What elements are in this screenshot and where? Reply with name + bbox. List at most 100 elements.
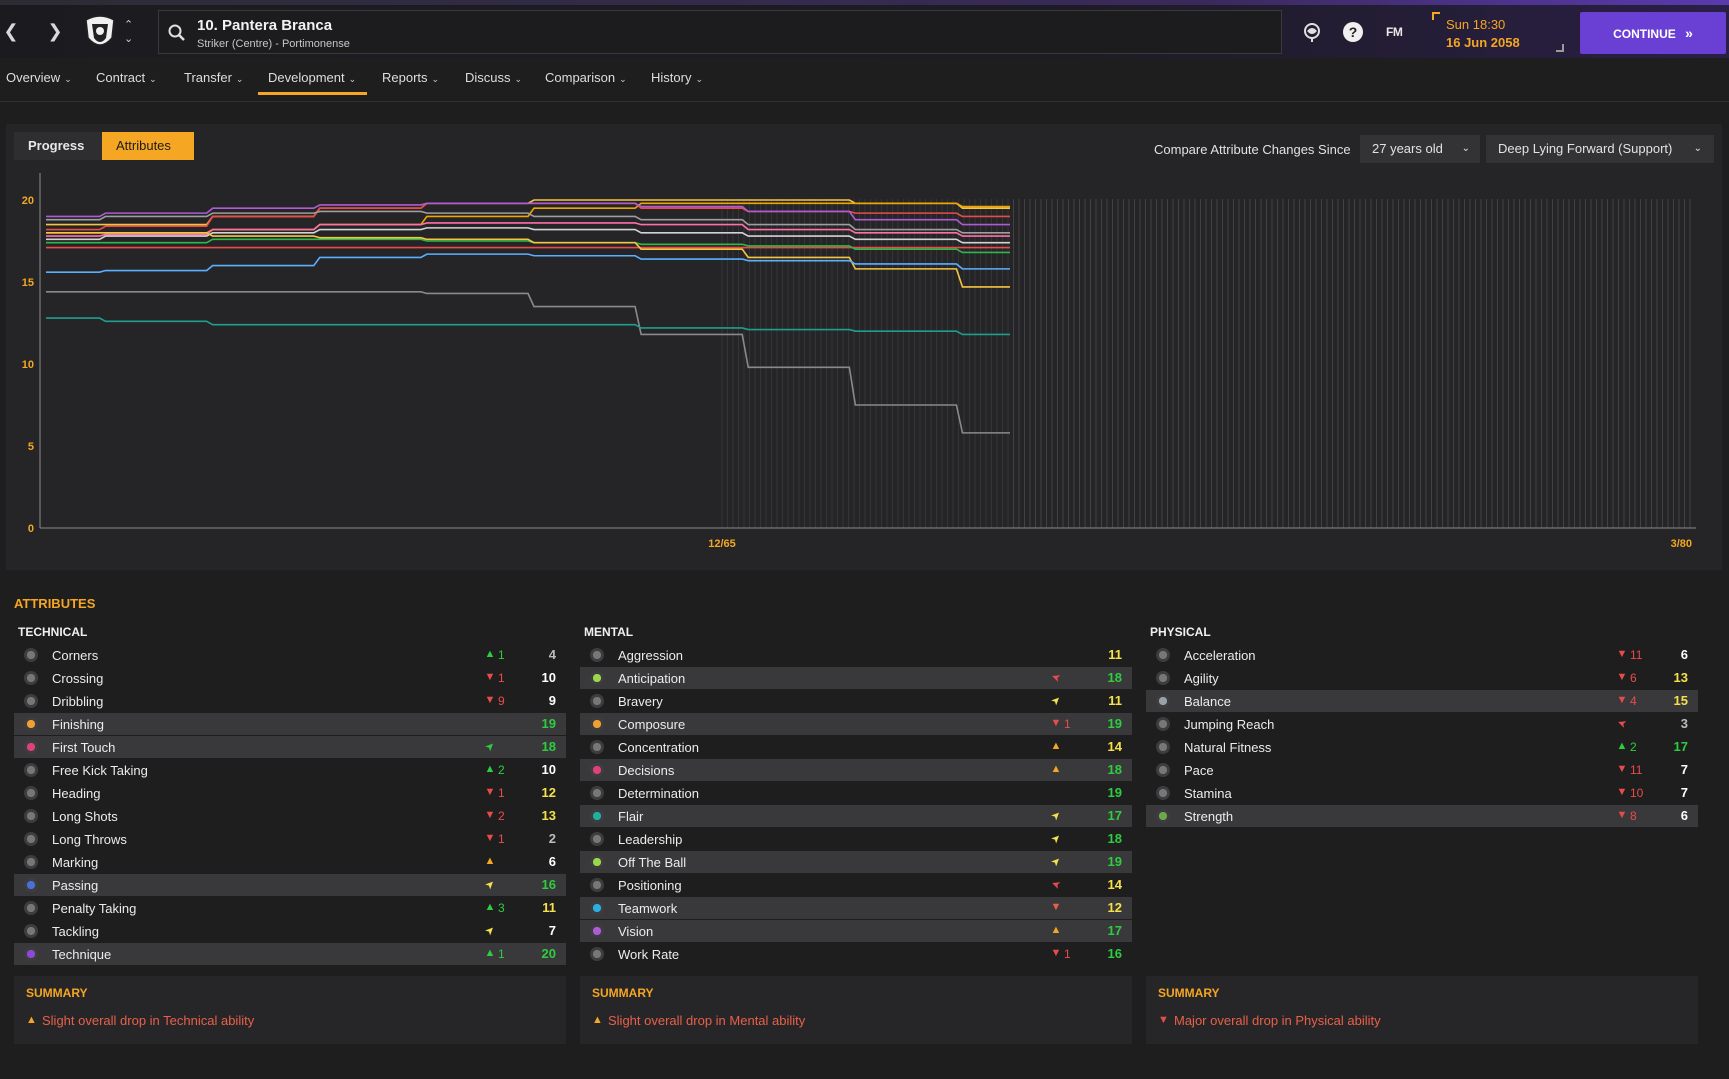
attribute-name: Strength <box>1184 809 1234 824</box>
attribute-row[interactable]: Long Throws ▼ 1 2 <box>14 828 566 850</box>
trend-arrow-icon: ➤ <box>1048 831 1064 847</box>
attribute-name: Long Throws <box>52 832 127 847</box>
continue-button[interactable]: CONTINUE » <box>1580 12 1726 54</box>
series-line <box>46 253 1010 273</box>
progress-toggle[interactable]: Progress <box>14 132 102 160</box>
y-tick-label: 5 <box>28 441 34 453</box>
tab-history[interactable]: History ⌄ <box>651 70 703 85</box>
mental-summary: SUMMARY ▲ Slight overall drop in Mental … <box>580 976 1132 1044</box>
trend-arrow-icon: ▲ <box>1050 924 1062 936</box>
trend-arrow-icon: ▼ <box>1050 947 1062 959</box>
fm-logo[interactable]: FM <box>1386 25 1403 39</box>
previous-player-icon[interactable]: ⌃ <box>124 19 134 31</box>
attribute-row[interactable]: Concentration ▲ 14 <box>580 736 1132 758</box>
attribute-row[interactable]: Long Shots ▼ 2 13 <box>14 805 566 827</box>
attribute-row[interactable]: Acceleration ▼ 11 6 <box>1146 644 1698 666</box>
attribute-name: Corners <box>52 648 99 663</box>
role-dropdown[interactable]: Deep Lying Forward (Support) ⌄ <box>1486 135 1714 163</box>
date-full: 16 Jun 2058 <box>1446 35 1520 50</box>
attribute-role-icon <box>590 924 604 938</box>
help-icon[interactable]: ? <box>1342 21 1364 43</box>
search-icon[interactable] <box>168 24 186 42</box>
player-tab-bar: Overview ⌄ Contract ⌄ Transfer ⌄ Developmen… <box>0 62 1729 102</box>
attribute-row[interactable]: Leadership ➤ 18 <box>580 828 1132 850</box>
attribute-row[interactable]: Passing ➤ 16 <box>14 874 566 896</box>
attributes-toggle[interactable]: Attributes <box>102 132 194 160</box>
attribute-row[interactable]: Heading ▼ 1 12 <box>14 782 566 804</box>
attribute-role-icon <box>590 832 604 846</box>
trend-arrow-icon: ▲ <box>484 901 496 913</box>
attribute-row[interactable]: Work Rate ▼ 1 16 <box>580 943 1132 965</box>
series-lines <box>46 199 1010 434</box>
x-tick-label: 3/80 <box>1671 538 1692 550</box>
attribute-role-icon <box>24 648 38 662</box>
attribute-row[interactable]: Teamwork ▼ 12 <box>580 897 1132 919</box>
attribute-role-icon <box>1156 809 1170 823</box>
attribute-row[interactable]: Positioning ➤ 14 <box>580 874 1132 896</box>
club-badge-icon[interactable] <box>82 12 118 54</box>
tab-comparison[interactable]: Comparison ⌄ <box>545 70 627 85</box>
compare-since-dropdown[interactable]: 27 years old ⌄ <box>1360 135 1480 163</box>
globe-network-icon[interactable] <box>1301 21 1323 43</box>
attribute-row[interactable]: Bravery ➤ 11 <box>580 690 1132 712</box>
attribute-value: 11 <box>1108 693 1122 708</box>
game-date[interactable]: Sun 18:30 16 Jun 2058 <box>1432 10 1564 54</box>
attribute-role-icon <box>24 763 38 777</box>
attribute-role-icon <box>1156 694 1170 708</box>
attribute-row[interactable]: Tackling ➤ 7 <box>14 920 566 942</box>
attribute-row[interactable]: Free Kick Taking ▲ 2 10 <box>14 759 566 781</box>
tab-transfer[interactable]: Transfer ⌄ <box>184 70 243 85</box>
compare-since-label: Compare Attribute Changes Since <box>1154 142 1351 157</box>
attribute-row[interactable]: Corners ▲ 1 4 <box>14 644 566 666</box>
attribute-name: Finishing <box>52 717 105 732</box>
tab-reports[interactable]: Reports ⌄ <box>382 70 439 85</box>
attribute-row[interactable]: Off The Ball ➤ 19 <box>580 851 1132 873</box>
attribute-value: 7 <box>1680 762 1688 777</box>
attribute-row[interactable]: Stamina ▼ 10 7 <box>1146 782 1698 804</box>
attribute-change: 11 <box>1630 648 1643 662</box>
back-arrow-icon[interactable]: ❮ <box>3 21 19 41</box>
attribute-change: 1 <box>498 832 505 846</box>
attribute-row[interactable]: Strength ▼ 8 6 <box>1146 805 1698 827</box>
next-player-icon[interactable]: ⌄ <box>124 33 134 45</box>
attribute-row[interactable]: Pace ▼ 11 7 <box>1146 759 1698 781</box>
attribute-row[interactable]: Determination 19 <box>580 782 1132 804</box>
attribute-row[interactable]: Flair ➤ 17 <box>580 805 1132 827</box>
attribute-row[interactable]: Vision ▲ 17 <box>580 920 1132 942</box>
attribute-value: 15 <box>1673 693 1688 708</box>
attribute-row[interactable]: Aggression 11 <box>580 644 1132 666</box>
player-search-box[interactable]: 10. Pantera Branca Striker (Centre) - Po… <box>158 10 1282 54</box>
tab-development[interactable]: Development ⌄ <box>268 70 356 85</box>
trend-arrow-icon: ▲ <box>1050 763 1062 775</box>
attribute-row[interactable]: Crossing ▼ 1 10 <box>14 667 566 689</box>
attribute-row[interactable]: Dribbling ▼ 9 9 <box>14 690 566 712</box>
tab-label: Transfer <box>184 70 232 85</box>
attribute-name: Natural Fitness <box>1184 740 1272 755</box>
attribute-role-icon <box>24 878 38 892</box>
attribute-row[interactable]: Marking ▲ 6 <box>14 851 566 873</box>
attribute-name: Balance <box>1184 694 1231 709</box>
attribute-role-icon <box>590 947 604 961</box>
attribute-row[interactable]: Anticipation ➤ 18 <box>580 667 1132 689</box>
attribute-row[interactable]: Natural Fitness ▲ 2 17 <box>1146 736 1698 758</box>
attribute-row[interactable]: Decisions ▲ 18 <box>580 759 1132 781</box>
attribute-change: 10 <box>1630 786 1644 800</box>
forward-arrow-icon[interactable]: ❯ <box>47 21 63 41</box>
attribute-row[interactable]: Agility ▼ 6 13 <box>1146 667 1698 689</box>
tab-overview[interactable]: Overview ⌄ <box>6 70 72 85</box>
attribute-role-icon <box>1156 763 1170 777</box>
series-line <box>46 317 1010 336</box>
attribute-row[interactable]: Composure ▼ 1 19 <box>580 713 1132 735</box>
tab-discuss[interactable]: Discuss ⌄ <box>465 70 522 85</box>
attribute-row[interactable]: First Touch ➤ 18 <box>14 736 566 758</box>
tab-contract[interactable]: Contract ⌄ <box>96 70 157 85</box>
chevron-down-icon: ⌄ <box>619 74 627 84</box>
attribute-row[interactable]: Jumping Reach ➤ 3 <box>1146 713 1698 735</box>
attribute-row[interactable]: Balance ▼ 4 15 <box>1146 690 1698 712</box>
attribute-value: 14 <box>1107 739 1122 754</box>
trend-arrow-icon: ➤ <box>1048 693 1064 709</box>
summary-title: SUMMARY <box>1158 986 1220 1000</box>
attribute-row[interactable]: Technique ▲ 1 20 <box>14 943 566 965</box>
attribute-row[interactable]: Finishing 19 <box>14 713 566 735</box>
attribute-row[interactable]: Penalty Taking ▲ 3 11 <box>14 897 566 919</box>
